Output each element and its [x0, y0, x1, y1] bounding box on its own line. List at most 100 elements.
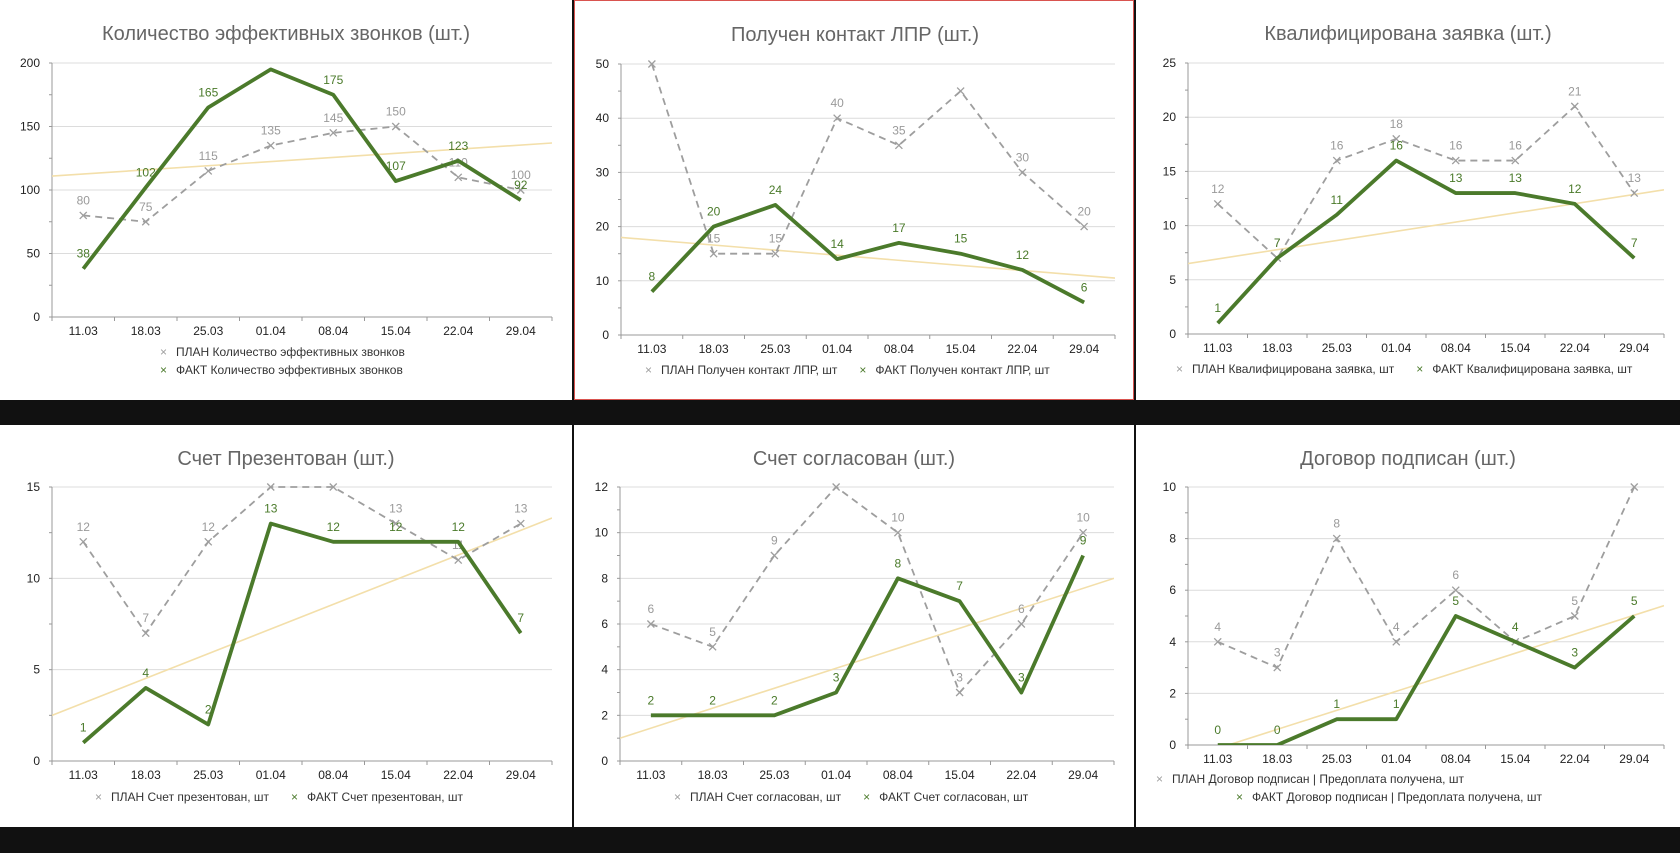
- y-tick-label: 4: [1169, 635, 1176, 649]
- gridlines: [618, 63, 1115, 336]
- y-tick-label: 12: [595, 480, 609, 494]
- x-tick-label: 08.04: [884, 342, 914, 356]
- x-tick-label: 01.04: [821, 768, 851, 782]
- plan-point: [1451, 586, 1460, 595]
- legend-item-plan[interactable]: × ПЛАН Договор подписан | Предоплата полу…: [1156, 772, 1464, 786]
- y-tick-label: 6: [601, 617, 608, 631]
- x-tick-label: 22.04: [443, 324, 473, 338]
- plan-point: [454, 173, 463, 182]
- fact-data-label: 38: [77, 247, 91, 261]
- plan-data-label: 4: [1214, 620, 1221, 634]
- chart-panel-contract-signed[interactable]: Договор подписан (шт.) 0 2 4 6 8 10 11.03 18.03 2…: [1136, 425, 1680, 827]
- legend-marker: ×: [1156, 772, 1163, 786]
- gridlines: [49, 486, 552, 762]
- legend-marker: ×: [95, 790, 102, 804]
- legend: × ПЛАН Счет презентован, шт × ФАКТ Счет пре…: [95, 790, 464, 804]
- x-tick-label: 08.04: [883, 768, 913, 782]
- y-tick-label: 50: [27, 247, 41, 261]
- x-tick-label: 15.04: [946, 342, 976, 356]
- plan-point: [708, 642, 717, 651]
- legend-item-fact[interactable]: × ФАКТ Количество эффективных звонков: [160, 363, 403, 377]
- plan-series-line: [651, 63, 1085, 255]
- chart-panel-invoice-agreed[interactable]: Счет согласован (шт.) 0 2 4 6 8 10 12 11.03 18.03…: [574, 425, 1134, 827]
- plan-point: [1079, 528, 1088, 537]
- x-tick-label: 11.03: [1203, 752, 1232, 766]
- fact-data-label: 13: [264, 502, 278, 516]
- y-tick-label: 10: [27, 571, 41, 585]
- legend-item-plan[interactable]: × ПЛАН Счет согласован, шт: [674, 790, 842, 804]
- plan-series-line: [1217, 105, 1635, 260]
- legend-label: ФАКТ Договор подписан | Предоплата получ…: [1252, 790, 1542, 804]
- plan-data-label: 115: [199, 149, 218, 163]
- x-tick-label: 01.04: [1381, 341, 1411, 355]
- legend-item-plan[interactable]: × ПЛАН Счет презентован, шт: [95, 790, 270, 804]
- fact-data-label: 92: [514, 178, 528, 192]
- fact-data-label: 4: [1512, 620, 1519, 634]
- fact-series-line: [1217, 614, 1636, 745]
- x-tick-label: 08.04: [318, 768, 348, 782]
- fact-data-label: 2: [771, 693, 778, 707]
- x-tick-label: 29.04: [1068, 768, 1098, 782]
- plan-point: [1080, 222, 1089, 231]
- legend-item-fact[interactable]: × ФАКТ Договор подписан | Предоплата полу…: [1236, 790, 1542, 804]
- plan-point: [79, 537, 88, 546]
- y-tick-label: 10: [1163, 219, 1177, 233]
- x-tick-label: 29.04: [1069, 342, 1099, 356]
- plan-data-label: 3: [1274, 646, 1281, 660]
- fact-data-label: 2: [709, 693, 716, 707]
- fact-data-label: 175: [323, 73, 343, 87]
- legend-item-plan[interactable]: × ПЛАН Количество эффективных звонков: [160, 345, 405, 359]
- legend-item-fact[interactable]: × ФАКТ Получен контакт ЛПР, шт: [859, 363, 1050, 377]
- chart-panel-invoice-presented[interactable]: Счет Презентован (шт.) 0 5 10 15 11.03 18.03 25…: [0, 425, 572, 827]
- fact-data-label: 7: [517, 611, 524, 625]
- plan-point: [79, 211, 88, 220]
- chart-title: Количество эффективных звонков (шт.): [102, 23, 470, 45]
- x-tick-label: 25.03: [1322, 752, 1352, 766]
- x-tick-label: 18.03: [1262, 752, 1292, 766]
- chart-panel-effective-calls[interactable]: Количество эффективных звонков (шт.) 0 50 1…: [0, 0, 572, 400]
- plan-point: [1630, 189, 1639, 198]
- legend-label: ПЛАН Количество эффективных звонков: [176, 345, 405, 359]
- fact-data-label: 1: [80, 721, 87, 735]
- legend-item-fact[interactable]: × ФАКТ Счет презентован, шт: [291, 790, 464, 804]
- plan-point: [1332, 156, 1341, 165]
- x-tick-label: 29.04: [1619, 341, 1649, 355]
- legend-label: ФАКТ Получен контакт ЛПР, шт: [875, 363, 1050, 377]
- fact-data-label: 1: [1393, 697, 1400, 711]
- plan-data-label: 35: [892, 123, 906, 137]
- legend-item-plan[interactable]: × ПЛАН Получен контакт ЛПР, шт: [645, 363, 838, 377]
- plan-data-label: 18: [1390, 117, 1404, 131]
- chart-panel-qualified-request[interactable]: Квалифицирована заявка (шт.) 0 5 10 15 20 25 11…: [1136, 0, 1680, 400]
- legend-label: ПЛАН Получен контакт ЛПР, шт: [661, 363, 838, 377]
- legend-marker: ×: [1176, 362, 1183, 376]
- chart-panel-lpr-contact[interactable]: Получен контакт ЛПР (шт.) 0 10 20 30 40 50 11.0…: [574, 0, 1134, 400]
- y-tick-label: 5: [1169, 273, 1176, 287]
- plan-point: [391, 519, 400, 528]
- legend-item-fact[interactable]: × ФАКТ Счет согласован, шт: [863, 790, 1029, 804]
- y-tick-label: 15: [1163, 164, 1177, 178]
- plan-point: [1332, 534, 1341, 543]
- chart-title: Счет Презентован (шт.): [177, 448, 394, 470]
- x-tick-label: 08.04: [1441, 341, 1471, 355]
- legend-marker: ×: [645, 363, 652, 377]
- plan-point: [771, 249, 780, 258]
- fact-data-label: 1: [1333, 697, 1340, 711]
- x-tick-label: 15.04: [381, 324, 411, 338]
- plan-data-label: 21: [1568, 84, 1582, 98]
- plan-point: [1213, 637, 1222, 646]
- plan-point: [1392, 637, 1401, 646]
- fact-data-label: 0: [1274, 723, 1281, 737]
- plan-data-label: 16: [1449, 139, 1463, 153]
- fact-data-label: 2: [648, 693, 655, 707]
- legend-item-fact[interactable]: × ФАКТ Квалифицирована заявка, шт: [1416, 362, 1633, 376]
- plan-point: [1392, 134, 1401, 143]
- plan-data-label: 80: [77, 193, 91, 207]
- fact-data-label: 102: [136, 165, 156, 179]
- x-tick-label: 15.04: [1500, 341, 1530, 355]
- legend-item-plan[interactable]: × ПЛАН Квалифицирована заявка, шт: [1176, 362, 1395, 376]
- fact-data-label: 8: [649, 270, 656, 284]
- plan-data-label: 145: [323, 111, 343, 125]
- x-tick-label: 01.04: [822, 342, 852, 356]
- fact-data-label: 107: [386, 159, 406, 173]
